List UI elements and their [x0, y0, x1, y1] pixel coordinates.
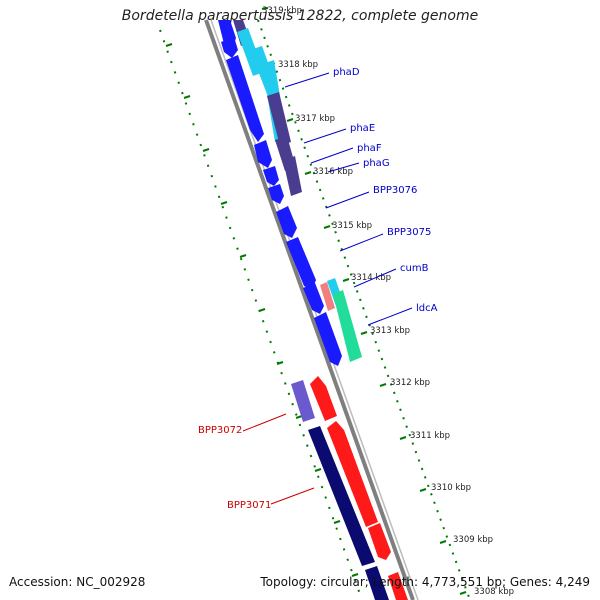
BPP3076-gene	[276, 206, 297, 238]
tick-mark	[295, 415, 303, 419]
tick-mark	[258, 308, 266, 312]
tick-mark	[261, 7, 269, 10]
tick-mark	[323, 225, 331, 229]
tick-label: 3312 kbp	[390, 378, 430, 388]
tick-label: 3316 kbp	[313, 167, 353, 177]
phaG-label: phaG	[363, 158, 390, 169]
tick-label: 3315 kbp	[332, 221, 372, 231]
ldcA-leader	[367, 307, 413, 326]
tick-mark	[360, 331, 368, 335]
phaD-label: phaD	[333, 67, 360, 78]
BPP3071-label: BPP3071	[227, 500, 271, 511]
phaD-leader	[284, 72, 330, 88]
tick-label: 3310 kbp	[431, 483, 471, 493]
tick-mark	[351, 573, 359, 577]
genome-summary: Topology: circular; Length: 4,773,551 bp…	[260, 575, 590, 589]
gene-feature	[303, 283, 324, 314]
reverse-labels: BPP3072 BPP3071	[198, 413, 315, 511]
BPP3071-gene	[308, 426, 375, 566]
tick-mark	[304, 171, 312, 175]
gene-feature	[388, 572, 408, 600]
gene-feature	[327, 421, 378, 527]
tick-label: 3313 kbp	[370, 326, 410, 336]
phaE-gene	[267, 92, 291, 146]
BPP3071-leader	[270, 487, 315, 505]
tick-mark	[286, 118, 294, 122]
tick-mark	[220, 201, 228, 205]
ldcA-label: ldcA	[416, 303, 438, 314]
gene-feature	[368, 523, 391, 560]
gene-feature	[226, 55, 264, 142]
phaF-label: phaF	[357, 143, 382, 154]
accession-label: Accession: NC_002928	[9, 575, 146, 589]
tick-mark	[165, 43, 173, 47]
genome-backbone	[204, 19, 415, 600]
tick-label: 3318 kbp	[278, 60, 318, 70]
BPP3072-leader	[242, 413, 287, 432]
gene-feature	[314, 312, 342, 366]
BPP3076-leader	[325, 191, 370, 209]
gene-feature	[365, 566, 389, 600]
outer-tick-ring	[257, 19, 471, 600]
tick-mark	[459, 591, 467, 595]
gene-feature	[221, 37, 238, 58]
tick-label: 3308 kbp	[474, 587, 514, 597]
phaG-gene	[283, 156, 302, 196]
phaG-leader	[327, 162, 360, 173]
reverse-strand	[218, 20, 408, 600]
BPP3072-label: BPP3072	[198, 425, 242, 436]
tick-mark	[399, 436, 407, 440]
tick-label: 3314 kbp	[351, 273, 391, 283]
gene-feature	[310, 376, 337, 421]
tick-mark	[342, 278, 350, 282]
BPP3075-label: BPP3075	[387, 227, 431, 238]
phaF-leader	[310, 147, 354, 164]
tick-mark	[202, 148, 210, 152]
cumB-leader	[353, 268, 397, 288]
tick-mark	[276, 361, 284, 365]
tick-mark	[439, 540, 447, 544]
tick-mark	[183, 95, 191, 99]
phaE-leader	[303, 128, 347, 144]
gene-feature	[268, 184, 284, 204]
tick-mark	[379, 383, 387, 387]
cumB-label: cumB	[400, 263, 429, 274]
tick-label: 3319 kbp	[262, 6, 302, 16]
BPP3075-gene	[286, 237, 316, 290]
ldcA-gene	[333, 290, 362, 362]
gene-feature	[263, 166, 279, 186]
tick-mark	[419, 488, 427, 492]
forward-labels: phaD phaE phaF phaG BPP3076 BPP3075 cumB…	[284, 67, 438, 326]
map-title: Bordetella parapertussis 12822, complete…	[121, 8, 479, 24]
BPP3075-leader	[339, 233, 384, 252]
BPP3072-gene	[291, 380, 315, 422]
tick-label: 3317 kbp	[295, 114, 335, 124]
tick-mark	[314, 468, 322, 472]
cumB-gene	[320, 282, 335, 311]
inner-tick-ring	[159, 29, 363, 600]
tick-mark	[333, 520, 341, 524]
tick-label: 3311 kbp	[410, 431, 450, 441]
forward-strand	[233, 20, 362, 362]
tick-mark	[239, 254, 247, 258]
BPP3076-label: BPP3076	[373, 185, 417, 196]
tick-label: 3309 kbp	[453, 535, 493, 545]
inner-major-ticks	[165, 43, 359, 577]
gene-feature	[254, 140, 272, 168]
phaE-label: phaE	[350, 123, 375, 134]
